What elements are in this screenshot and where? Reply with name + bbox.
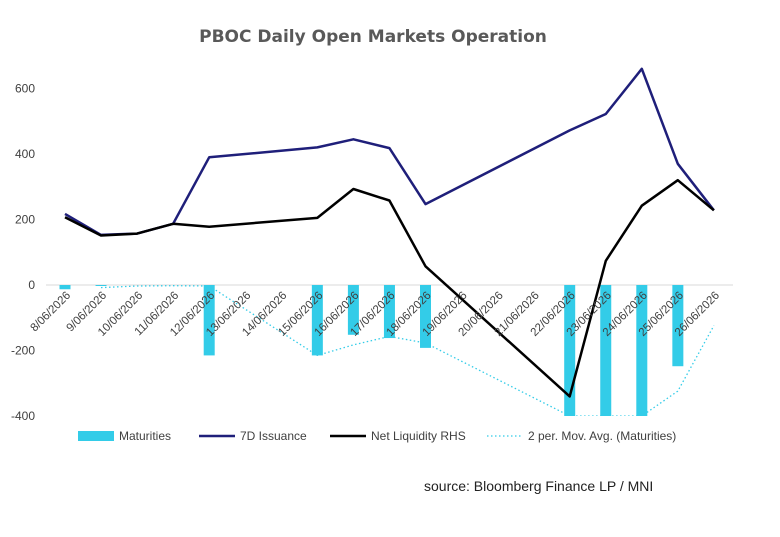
legend-label: 7D Issuance: [240, 429, 307, 443]
legend-swatch-maturities: [78, 431, 114, 441]
y-tick-label: 200: [15, 213, 35, 227]
net-liquidity-line: [64, 178, 715, 398]
maturities-bar: [672, 285, 684, 367]
y-tick-label: -400: [11, 409, 35, 423]
legend-label: Maturities: [119, 429, 171, 443]
moving-average-line: [100, 285, 715, 416]
x-axis-tick-labels: 8/06/20269/06/202610/06/202611/06/202612…: [28, 290, 722, 339]
series-lines: [64, 67, 715, 416]
maturities-bar: [59, 285, 71, 290]
y-tick-label: -200: [11, 344, 35, 358]
y-tick-label: 600: [15, 82, 35, 96]
y-tick-label: 400: [15, 147, 35, 161]
maturities-bar: [420, 285, 431, 348]
maturities-bar: [600, 285, 612, 416]
source-note: source: Bloomberg Finance LP / MNI: [424, 478, 653, 494]
y-axis: -400 -200 0 200 400 600: [11, 82, 35, 424]
issuance-line: [64, 67, 715, 237]
maturities-bar: [564, 285, 576, 416]
maturities-bars: [59, 285, 684, 416]
maturities-bar: [95, 285, 107, 286]
maturities-bar: [383, 285, 395, 339]
maturities-bar: [311, 285, 323, 356]
y-tick-label: 0: [28, 278, 35, 292]
legend: Maturities 7D Issuance Net Liquidity RHS 2 …: [78, 429, 676, 443]
maturities-bar: [636, 285, 648, 416]
legend-label: Net Liquidity RHS: [371, 429, 466, 443]
maturities-bar: [347, 285, 359, 335]
maturities-bar: [203, 285, 215, 356]
chart-title: PBOC Daily Open Markets Operation: [199, 27, 547, 47]
legend-label: 2 per. Mov. Avg. (Maturities): [528, 429, 676, 443]
